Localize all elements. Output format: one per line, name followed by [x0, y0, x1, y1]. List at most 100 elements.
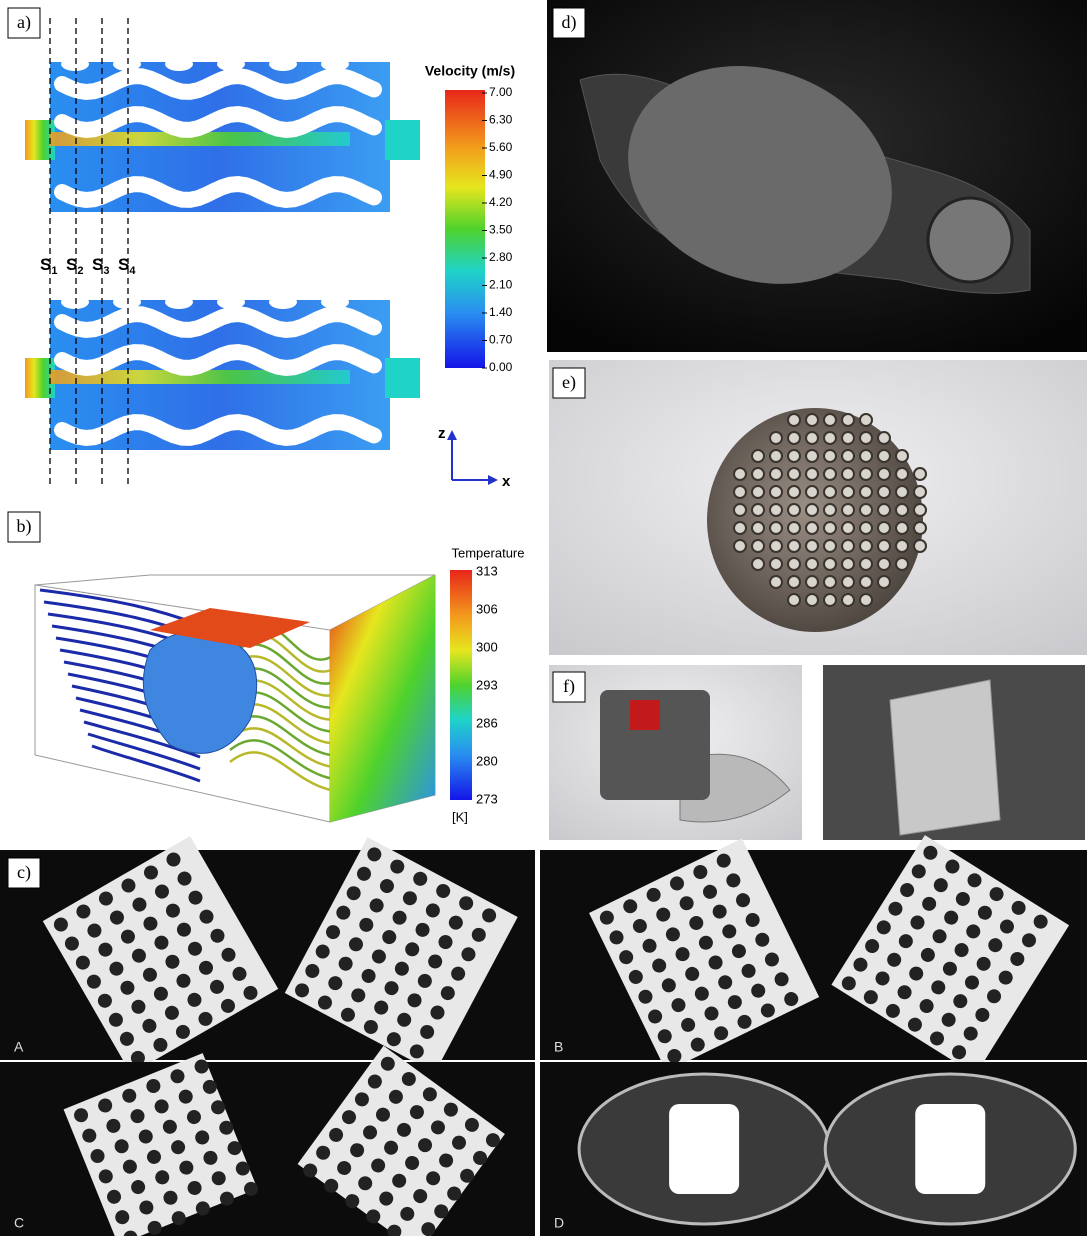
tube-end: [734, 540, 746, 552]
lattice-body: [143, 632, 256, 753]
velocity-tick-label: 6.30: [489, 113, 513, 127]
tube-end: [914, 504, 926, 516]
tube-end: [896, 504, 908, 516]
section-subscript: 2: [77, 265, 83, 277]
tube-end: [842, 432, 854, 444]
z-arrowhead: [447, 430, 457, 440]
tube-end: [824, 594, 836, 606]
tube-end: [842, 540, 854, 552]
outlet: [385, 358, 420, 398]
tube-end: [824, 432, 836, 444]
tube-end: [860, 432, 872, 444]
panel-label: f): [563, 676, 575, 697]
tube-end: [860, 576, 872, 588]
tube-end: [896, 540, 908, 552]
tube-end: [914, 486, 926, 498]
tube-end: [878, 468, 890, 480]
tube-end: [752, 522, 764, 534]
tube-end: [824, 504, 836, 516]
solid-cap: [269, 295, 297, 309]
tube-end: [788, 522, 800, 534]
tube-end: [752, 486, 764, 498]
velocity-tick-label: 4.90: [489, 168, 513, 182]
tube-end: [842, 576, 854, 588]
temperature-tick-label: 313: [476, 563, 498, 578]
tube-end: [878, 486, 890, 498]
tube-end: [770, 558, 782, 570]
tube-end: [806, 558, 818, 570]
tube-end: [734, 486, 746, 498]
velocity-title: Velocity (m/s): [425, 63, 515, 79]
tube-end: [878, 558, 890, 570]
solid-cap: [113, 295, 141, 309]
tube-end: [878, 504, 890, 516]
solid-cap: [165, 295, 193, 309]
temperature-colorbar: [450, 570, 472, 800]
section-subscript: 1: [51, 265, 57, 277]
ct-label: D: [554, 1215, 564, 1231]
section-letter: S: [92, 255, 103, 274]
engine-red: [630, 700, 660, 730]
tube-end: [806, 468, 818, 480]
tube-end: [824, 558, 836, 570]
implant: [915, 1104, 985, 1194]
tube-end: [914, 522, 926, 534]
tube-end: [860, 504, 872, 516]
section-label: S3: [92, 255, 109, 276]
ct-slice: [825, 1074, 1075, 1224]
tube-end: [788, 576, 800, 588]
tube-end: [788, 486, 800, 498]
tube-end: [824, 486, 836, 498]
tube-end: [770, 504, 782, 516]
velocity-colorbar: [445, 90, 485, 368]
section-letter: S: [118, 255, 129, 274]
tube-end: [770, 468, 782, 480]
temperature-title: Temperature: [452, 545, 525, 560]
tube-end: [914, 540, 926, 552]
ct-label: C: [14, 1215, 24, 1231]
tube-end: [788, 450, 800, 462]
tube-end: [770, 522, 782, 534]
tube-end: [878, 522, 890, 534]
tube-end: [770, 576, 782, 588]
solid-cap: [165, 57, 193, 71]
tube-end: [788, 558, 800, 570]
x-label: x: [502, 473, 511, 490]
tube-end: [860, 558, 872, 570]
temperature-tick-label: 280: [476, 753, 498, 768]
solid-cap: [217, 57, 245, 71]
tube-end: [770, 432, 782, 444]
solid-cap: [321, 57, 349, 71]
temperature-tick-label: 286: [476, 715, 498, 730]
tube-end: [878, 576, 890, 588]
velocity-tick-label: 2.10: [489, 278, 513, 292]
panel-label: b): [17, 516, 32, 537]
tube-end: [860, 594, 872, 606]
tube-end: [878, 540, 890, 552]
x-arrowhead: [488, 475, 498, 485]
ct-slice: [579, 1074, 829, 1224]
tube-end: [860, 522, 872, 534]
tube-end: [860, 414, 872, 426]
section-label: S4: [118, 255, 136, 276]
tube-end: [752, 450, 764, 462]
tube-end: [842, 468, 854, 480]
cfd-field: [25, 295, 420, 450]
velocity-tick-label: 0.70: [489, 333, 513, 347]
solid-cap: [61, 57, 89, 71]
tube-end: [806, 432, 818, 444]
tube-end: [896, 558, 908, 570]
tube-end: [806, 504, 818, 516]
tube-end: [806, 450, 818, 462]
velocity-tick-label: 0.00: [489, 360, 513, 374]
tube-end: [824, 522, 836, 534]
tube-end: [734, 468, 746, 480]
ct-label: A: [14, 1039, 24, 1055]
tube-end: [842, 486, 854, 498]
tube-end: [860, 468, 872, 480]
tube-end: [734, 522, 746, 534]
tube-end: [734, 504, 746, 516]
tube-end: [752, 558, 764, 570]
tube-end: [788, 414, 800, 426]
tube-end: [824, 540, 836, 552]
